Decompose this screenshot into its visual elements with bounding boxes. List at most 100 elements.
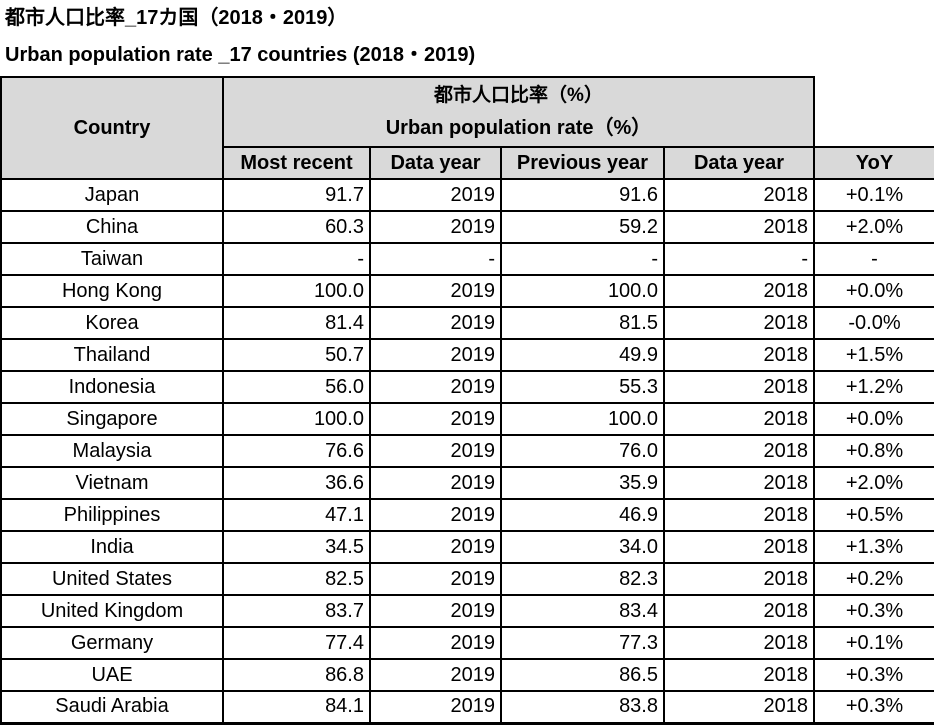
cell-yoy: +0.5% <box>813 498 934 532</box>
cell-data-year-1: 2019 <box>369 178 502 212</box>
cell-previous-year: 46.9 <box>500 498 665 532</box>
cell-country: Thailand <box>0 338 224 372</box>
cell-yoy: +1.5% <box>813 338 934 372</box>
cell-previous-year: 91.6 <box>500 178 665 212</box>
cell-most-recent: 60.3 <box>222 210 371 244</box>
cell-country: Taiwan <box>0 242 224 276</box>
cell-most-recent: 83.7 <box>222 594 371 628</box>
cell-country: United Kingdom <box>0 594 224 628</box>
cell-data-year-2: 2018 <box>662 306 816 340</box>
cell-country: UAE <box>0 658 224 692</box>
cell-most-recent: 76.6 <box>222 434 371 468</box>
cell-previous-year: 100.0 <box>500 402 665 436</box>
cell-data-year-1: 2019 <box>369 562 502 596</box>
cell-data-year-2: 2018 <box>662 210 816 244</box>
cell-data-year-2: 2018 <box>662 498 816 532</box>
column-header-country: Country <box>0 76 224 180</box>
cell-data-year-1: 2019 <box>369 210 502 244</box>
cell-yoy: - <box>813 242 934 276</box>
cell-previous-year: 100.0 <box>500 274 665 308</box>
cell-data-year-2: 2018 <box>662 274 816 308</box>
cell-previous-year: 83.4 <box>500 594 665 628</box>
cell-yoy: +0.3% <box>813 594 934 628</box>
cell-country: Indonesia <box>0 370 224 404</box>
table-body: Japan 91.7 2019 91.6 2018 +0.1% China 60… <box>0 178 934 725</box>
cell-yoy: +0.3% <box>813 658 934 692</box>
cell-yoy: +0.2% <box>813 562 934 596</box>
cell-most-recent: 100.0 <box>222 402 371 436</box>
cell-previous-year: 76.0 <box>500 434 665 468</box>
cell-yoy: +2.0% <box>813 466 934 500</box>
cell-data-year-1: - <box>369 242 502 276</box>
cell-previous-year: 86.5 <box>500 658 665 692</box>
table-row-hong-kong: Hong Kong 100.0 2019 100.0 2018 +0.0% <box>0 274 934 308</box>
cell-data-year-2: 2018 <box>662 626 816 660</box>
table-row-saudi-arabia: Saudi Arabia 84.1 2019 83.8 2018 +0.3% <box>0 690 934 725</box>
cell-most-recent: 50.7 <box>222 338 371 372</box>
cell-most-recent: 82.5 <box>222 562 371 596</box>
column-group-header-ja: 都市人口比率（%） <box>434 85 603 106</box>
table-row-taiwan: Taiwan - - - - - <box>0 242 934 276</box>
table-row-malaysia: Malaysia 76.6 2019 76.0 2018 +0.8% <box>0 434 934 468</box>
cell-data-year-1: 2019 <box>369 690 502 725</box>
cell-previous-year: 83.8 <box>500 690 665 725</box>
cell-data-year-2: 2018 <box>662 562 816 596</box>
cell-previous-year: 77.3 <box>500 626 665 660</box>
cell-most-recent: 56.0 <box>222 370 371 404</box>
cell-country: Germany <box>0 626 224 660</box>
cell-data-year-1: 2019 <box>369 498 502 532</box>
cell-data-year-1: 2019 <box>369 466 502 500</box>
cell-data-year-1: 2019 <box>369 530 502 564</box>
cell-yoy: +0.1% <box>813 178 934 212</box>
cell-country: Hong Kong <box>0 274 224 308</box>
cell-country: China <box>0 210 224 244</box>
cell-data-year-2: 2018 <box>662 434 816 468</box>
cell-previous-year: 82.3 <box>500 562 665 596</box>
cell-most-recent: 81.4 <box>222 306 371 340</box>
cell-data-year-2: 2018 <box>662 466 816 500</box>
cell-data-year-2: - <box>662 242 816 276</box>
cell-most-recent: 100.0 <box>222 274 371 308</box>
urban-population-table: Country 都市人口比率（%） Urban population rate（… <box>0 76 934 725</box>
cell-country: Vietnam <box>0 466 224 500</box>
cell-most-recent: 91.7 <box>222 178 371 212</box>
cell-data-year-2: 2018 <box>662 690 816 725</box>
column-header-most-recent: Most recent <box>222 146 371 180</box>
table-row-uae: UAE 86.8 2019 86.5 2018 +0.3% <box>0 658 934 692</box>
cell-most-recent: 47.1 <box>222 498 371 532</box>
cell-country: Saudi Arabia <box>0 690 224 725</box>
cell-country: Philippines <box>0 498 224 532</box>
cell-data-year-1: 2019 <box>369 434 502 468</box>
cell-country: Malaysia <box>0 434 224 468</box>
cell-yoy: +1.3% <box>813 530 934 564</box>
cell-data-year-2: 2018 <box>662 402 816 436</box>
cell-data-year-1: 2019 <box>369 402 502 436</box>
cell-yoy: +0.3% <box>813 690 934 725</box>
cell-yoy: +0.0% <box>813 274 934 308</box>
cell-country: Singapore <box>0 402 224 436</box>
table-row-vietnam: Vietnam 36.6 2019 35.9 2018 +2.0% <box>0 466 934 500</box>
cell-country: United States <box>0 562 224 596</box>
column-header-previous-year: Previous year <box>500 146 665 180</box>
cell-previous-year: - <box>500 242 665 276</box>
cell-yoy: +2.0% <box>813 210 934 244</box>
cell-previous-year: 35.9 <box>500 466 665 500</box>
cell-yoy: +0.1% <box>813 626 934 660</box>
table-row-united-kingdom: United Kingdom 83.7 2019 83.4 2018 +0.3% <box>0 594 934 628</box>
table-row-thailand: Thailand 50.7 2019 49.9 2018 +1.5% <box>0 338 934 372</box>
column-header-yoy: YoY <box>813 146 934 180</box>
cell-data-year-1: 2019 <box>369 594 502 628</box>
cell-country: India <box>0 530 224 564</box>
table-row-germany: Germany 77.4 2019 77.3 2018 +0.1% <box>0 626 934 660</box>
table-row-indonesia: Indonesia 56.0 2019 55.3 2018 +1.2% <box>0 370 934 404</box>
page: 都市人口比率_17カ国（2018・2019） Urban population … <box>0 6 934 725</box>
cell-country: Japan <box>0 178 224 212</box>
column-group-header-urban-rate: 都市人口比率（%） Urban population rate（%） <box>221 76 816 148</box>
cell-data-year-2: 2018 <box>662 338 816 372</box>
cell-data-year-1: 2019 <box>369 274 502 308</box>
cell-most-recent: 86.8 <box>222 658 371 692</box>
header-columns-row: Most recent Data year Previous year Data… <box>1 146 934 180</box>
table-row-japan: Japan 91.7 2019 91.6 2018 +0.1% <box>0 178 934 212</box>
cell-previous-year: 59.2 <box>500 210 665 244</box>
page-title-ja: 都市人口比率_17カ国（2018・2019） <box>5 7 348 29</box>
